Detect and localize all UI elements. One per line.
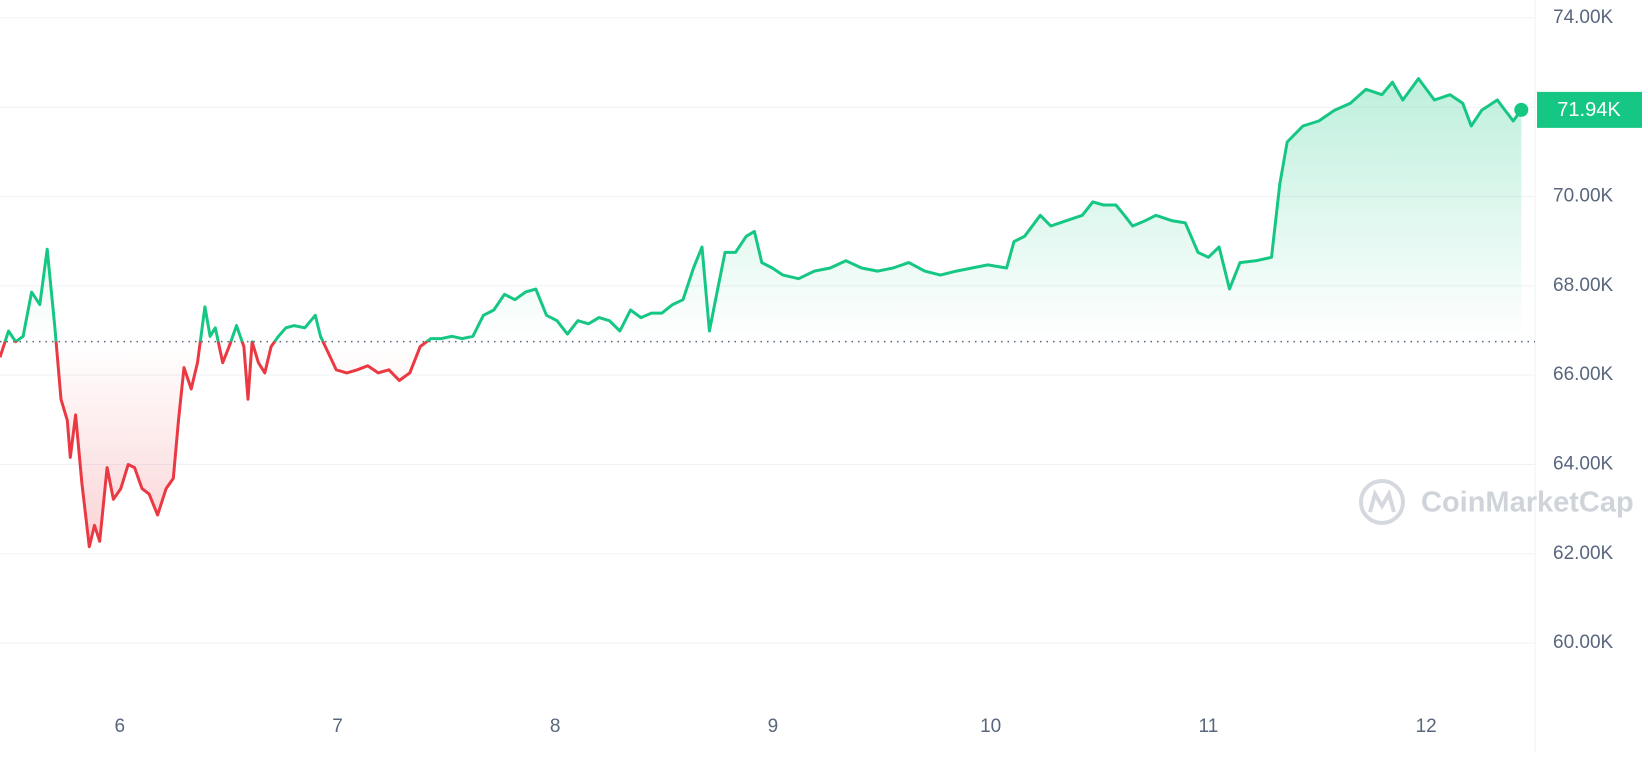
y-tick-label: 64.00K (1553, 454, 1614, 475)
x-tick-label: 9 (768, 716, 779, 737)
y-tick-label: 66.00K (1553, 364, 1614, 385)
x-tick-label: 10 (980, 716, 1001, 737)
x-tick-label: 7 (332, 716, 343, 737)
y-tick-label: 70.00K (1553, 186, 1614, 207)
x-tick-label: 8 (550, 716, 561, 737)
y-tick-label: 74.00K (1553, 7, 1614, 28)
x-tick-label: 11 (1199, 716, 1219, 737)
last-value-badge (1537, 91, 1642, 128)
price-line (0, 77, 1523, 549)
x-tick-label: 12 (1416, 716, 1437, 737)
y-tick-label: 60.00K (1553, 632, 1614, 653)
y-tick-label: 62.00K (1553, 543, 1614, 564)
watermark-logo (1359, 479, 1405, 525)
price-area (0, 78, 1522, 547)
watermark: CoinMarketCap (1421, 487, 1634, 519)
last-point (1514, 102, 1529, 117)
last-value-label: 71.94K (1557, 99, 1621, 121)
y-tick-label: 68.00K (1553, 275, 1614, 296)
x-tick-label: 6 (114, 716, 125, 737)
